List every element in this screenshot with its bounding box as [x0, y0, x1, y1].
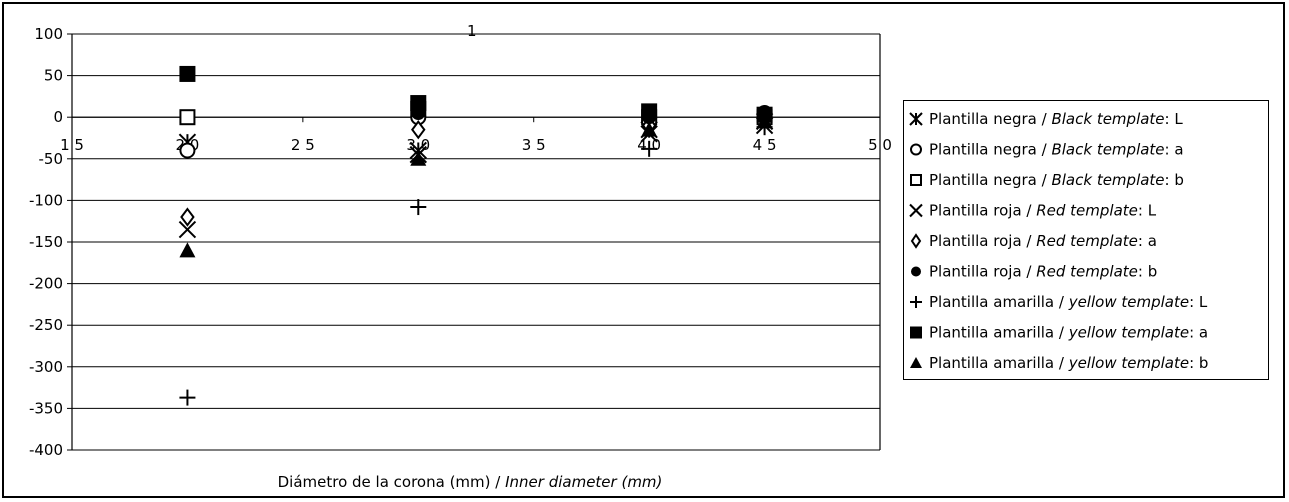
x-tick-label: 2 5 [291, 136, 315, 154]
data-point [179, 242, 196, 258]
data-point [179, 142, 196, 159]
y-tick-label: -150 [29, 233, 63, 251]
legend-label: Plantilla amarilla / yellow template: L [929, 293, 1208, 311]
legend-entry: Plantilla negra / Black template: b [910, 171, 1184, 189]
data-point [756, 113, 773, 129]
gridlines [67, 33, 880, 451]
legend-entry: Plantilla amarilla / yellow template: b [910, 354, 1208, 372]
legend-label: Plantilla negra / Black template: L [929, 110, 1183, 128]
data-point [641, 103, 658, 120]
series-3 [179, 100, 773, 126]
y-tick-label: 0 [53, 108, 63, 126]
series-7 [179, 119, 773, 406]
y-tick-label: -100 [29, 191, 63, 209]
data-point [180, 207, 195, 227]
legend-label: Plantilla roja / Red template: a [929, 232, 1157, 250]
legend: Plantilla negra / Black template: L Plant… [903, 100, 1269, 380]
series-5 [180, 107, 772, 227]
legend-entry: Plantilla roja / Red template: a [910, 232, 1157, 250]
stray-mark-label: 1 [467, 22, 477, 40]
y-tick-label: -250 [29, 316, 63, 334]
legend-label: Plantilla amarilla / yellow template: b [929, 354, 1208, 372]
data-point [410, 150, 427, 166]
data-point [179, 109, 196, 126]
data-point [410, 95, 427, 112]
series-2 [179, 105, 773, 159]
data-points [178, 65, 774, 406]
legend-marker [910, 357, 922, 368]
y-tick-label: 100 [34, 25, 63, 43]
legend-marker [910, 326, 922, 339]
data-point [179, 65, 196, 82]
legend-entry: Plantilla amarilla / yellow template: L [910, 293, 1208, 311]
y-tick-label: -50 [39, 150, 64, 168]
legend-label: Plantilla negra / Black template: b [929, 171, 1184, 189]
x-axis-label-italic: Inner diameter (mm) [505, 473, 662, 491]
data-point [411, 120, 426, 140]
x-tick-label: 1 5 [60, 136, 84, 154]
legend-marker [909, 112, 923, 126]
y-tick-label: -300 [29, 358, 63, 376]
legend-entry: Plantilla negra / Black template: L [909, 110, 1183, 128]
series-9 [179, 113, 773, 258]
y-tick-label: -400 [29, 441, 63, 459]
legend-label: Plantilla amarilla / yellow template: a [929, 324, 1208, 342]
legend-marker [910, 174, 922, 186]
legend-entry: Plantilla amarilla / yellow template: a [910, 324, 1208, 342]
y-tick-label: -350 [29, 399, 63, 417]
legend-label: Plantilla negra / Black template: a [929, 141, 1184, 159]
legend-entry: Plantilla negra / Black template: a [910, 141, 1184, 159]
legend-marker [910, 296, 922, 308]
data-point [410, 199, 427, 216]
series-1 [178, 112, 774, 160]
x-tick-label: 5 0 [868, 136, 892, 154]
series-8 [179, 65, 773, 123]
x-axis-label: Diámetro de la corona (mm) / Inner diame… [278, 473, 663, 491]
y-tick-label: -200 [29, 275, 63, 293]
legend-entry: Plantilla roja / Red template: L [909, 202, 1157, 220]
legend-marker [910, 233, 922, 249]
x-tick-label: 3 5 [522, 136, 546, 154]
y-tick-labels: 100 50 0 -50 -100 -150 -200 -250 -300 -350 -400 [29, 25, 63, 459]
legend-entries: Plantilla negra / Black template: L Plant… [909, 110, 1208, 372]
data-point [641, 140, 658, 157]
legend-label: Plantilla roja / Red template: b [929, 263, 1157, 281]
legend-marker [910, 143, 922, 156]
y-tick-label: 50 [44, 67, 63, 85]
x-axis-label-plain: Diámetro de la corona (mm) / [278, 473, 505, 491]
data-point [178, 220, 197, 239]
x-tick-label: 4 5 [753, 136, 777, 154]
legend-entry: Plantilla roja / Red template: b [911, 263, 1157, 281]
data-point [641, 121, 658, 137]
legend-label: Plantilla roja / Red template: L [929, 202, 1157, 220]
legend-marker [909, 203, 923, 218]
axes [71, 34, 881, 450]
data-point [179, 389, 196, 406]
series-6 [411, 106, 772, 125]
legend-marker [911, 266, 921, 277]
series-4 [178, 116, 774, 239]
